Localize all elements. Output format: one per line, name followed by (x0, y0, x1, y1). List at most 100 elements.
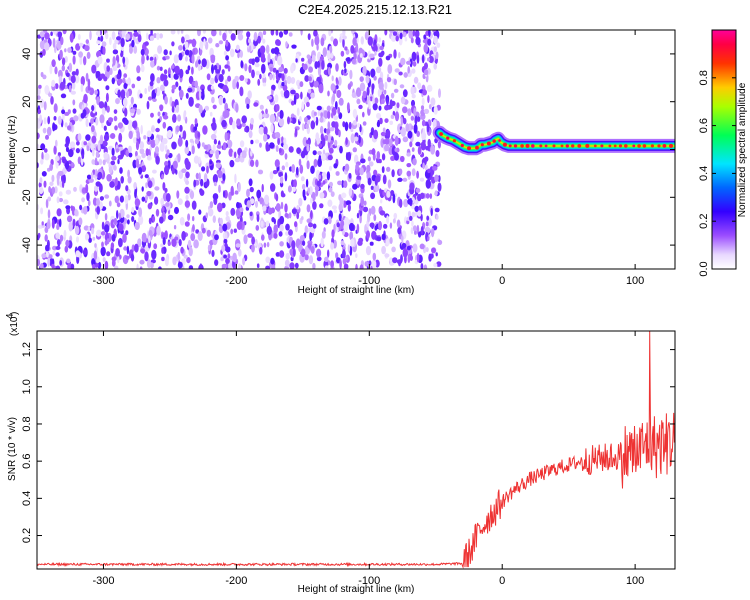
noise-speckle (331, 121, 336, 128)
noise-speckle (184, 34, 190, 41)
noise-speckle (284, 153, 288, 160)
noise-speckle (222, 190, 226, 198)
noise-speckle (153, 33, 157, 39)
noise-speckle (152, 98, 157, 102)
noise-speckle (205, 212, 209, 219)
noise-speckle (394, 135, 399, 146)
noise-speckle (310, 120, 316, 130)
noise-speckle (299, 81, 304, 88)
noise-speckle (386, 190, 391, 198)
noise-speckle (267, 207, 273, 215)
noise-speckle (359, 264, 364, 269)
noise-speckle (425, 193, 430, 199)
noise-speckle (409, 141, 413, 148)
noise-speckle (320, 37, 325, 47)
noise-speckle (286, 75, 292, 85)
noise-speckle (326, 105, 331, 112)
noise-speckle (50, 96, 54, 105)
noise-speckle (281, 73, 285, 82)
noise-speckle (273, 224, 279, 234)
noise-speckle (300, 248, 306, 258)
noise-speckle (423, 264, 428, 269)
noise-speckle (222, 97, 226, 104)
noise-speckle (132, 137, 138, 144)
noise-speckle (294, 221, 298, 228)
noise-speckle (251, 244, 255, 253)
noise-speckle (232, 120, 236, 130)
noise-speckle (160, 73, 165, 82)
noise-speckle (342, 38, 345, 48)
noise-speckle (122, 56, 126, 64)
noise-speckle (275, 116, 279, 123)
noise-speckle (338, 97, 344, 106)
noise-speckle (339, 145, 343, 154)
noise-speckle (46, 221, 51, 230)
noise-speckle (322, 47, 327, 58)
noise-speckle (328, 186, 333, 193)
noise-speckle (59, 81, 66, 90)
noise-speckle (319, 56, 324, 61)
noise-speckle (373, 44, 378, 53)
noise-speckle (158, 266, 162, 269)
noise-speckle (77, 156, 82, 165)
noise-speckle (360, 158, 366, 164)
noise-speckle (309, 231, 313, 242)
noise-speckle (203, 38, 206, 46)
noise-speckle (111, 31, 116, 41)
noise-speckle (81, 197, 85, 203)
noise-speckle (216, 144, 222, 149)
noise-speckle (91, 227, 95, 235)
noise-speckle (401, 242, 407, 249)
noise-speckle (164, 257, 169, 267)
noise-speckle (116, 36, 121, 41)
ridge-peak-point (520, 144, 524, 148)
noise-speckle (63, 229, 67, 238)
noise-speckle (415, 141, 421, 147)
noise-speckle (410, 37, 414, 44)
noise-speckle (50, 31, 53, 37)
noise-speckle (111, 256, 117, 262)
noise-speckle (134, 189, 137, 199)
noise-speckle (79, 204, 83, 211)
noise-speckle (352, 37, 357, 46)
noise-speckle (385, 238, 391, 246)
noise-speckle (199, 263, 203, 269)
noise-speckle (67, 47, 72, 53)
noise-speckle (62, 113, 65, 121)
noise-speckle (401, 235, 404, 242)
noise-speckle (185, 56, 188, 62)
noise-speckle (85, 134, 91, 141)
noise-speckle (122, 30, 127, 34)
noise-speckle (319, 192, 325, 199)
noise-speckle (118, 223, 124, 232)
noise-speckle (241, 150, 247, 159)
noise-speckle (141, 186, 144, 192)
noise-speckle (327, 66, 331, 76)
noise-speckle (316, 105, 322, 111)
noise-speckle (402, 117, 407, 125)
noise-speckle (42, 127, 47, 134)
noise-speckle (365, 245, 372, 256)
noise-speckle (71, 161, 74, 168)
noise-speckle (52, 30, 58, 35)
noise-speckle (427, 38, 432, 46)
noise-speckle (125, 149, 130, 157)
noise-speckle (112, 49, 119, 55)
noise-speckle (45, 250, 49, 258)
ridge-peak-point (593, 144, 597, 148)
noise-speckle (212, 104, 217, 110)
noise-speckle (416, 224, 420, 235)
noise-speckle (210, 54, 216, 64)
noise-speckle (161, 174, 165, 180)
noise-speckle (425, 145, 430, 151)
noise-speckle (276, 40, 281, 46)
noise-speckle (296, 205, 300, 210)
noise-speckle (173, 225, 177, 230)
noise-speckle (105, 32, 109, 40)
noise-speckle (86, 192, 90, 202)
noise-speckle (101, 41, 107, 47)
noise-speckle (413, 76, 419, 84)
noise-speckle (425, 179, 431, 189)
noise-speckle (180, 246, 184, 254)
noise-speckle (43, 180, 47, 188)
